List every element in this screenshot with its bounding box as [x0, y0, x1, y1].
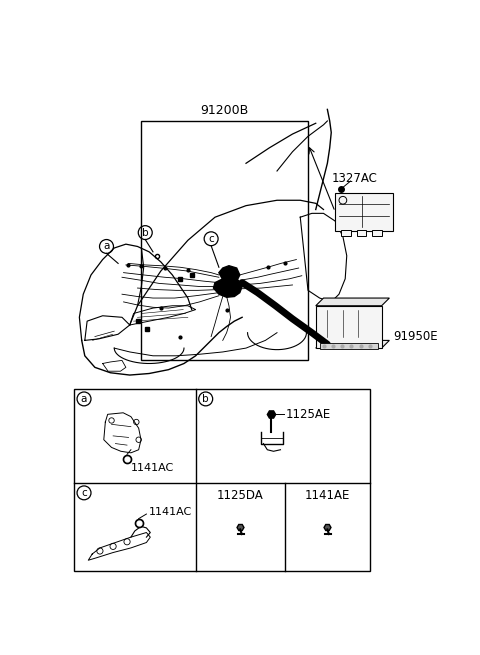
Bar: [316, 306, 382, 348]
Text: 1125DA: 1125DA: [217, 489, 264, 502]
Polygon shape: [214, 277, 242, 297]
Bar: [335, 193, 393, 231]
Text: 1141AE: 1141AE: [305, 489, 350, 502]
Text: 1141AC: 1141AC: [131, 463, 174, 473]
Text: a: a: [81, 394, 87, 404]
Text: 91200B: 91200B: [201, 104, 249, 117]
Bar: [357, 229, 366, 236]
Bar: [320, 343, 378, 349]
Bar: [372, 229, 382, 236]
Text: 91950E: 91950E: [393, 330, 438, 343]
Polygon shape: [316, 341, 389, 348]
Text: b: b: [203, 394, 209, 404]
Bar: [142, 121, 308, 360]
Bar: [341, 229, 350, 236]
Text: 1327AC: 1327AC: [331, 172, 377, 185]
Text: 1125AE: 1125AE: [286, 408, 331, 421]
Polygon shape: [316, 298, 389, 306]
Text: c: c: [81, 488, 87, 498]
Bar: [74, 389, 370, 571]
Text: b: b: [142, 227, 149, 238]
Polygon shape: [219, 266, 240, 285]
Text: 1141AC: 1141AC: [149, 507, 192, 517]
Text: a: a: [103, 242, 110, 252]
Text: c: c: [208, 234, 214, 244]
